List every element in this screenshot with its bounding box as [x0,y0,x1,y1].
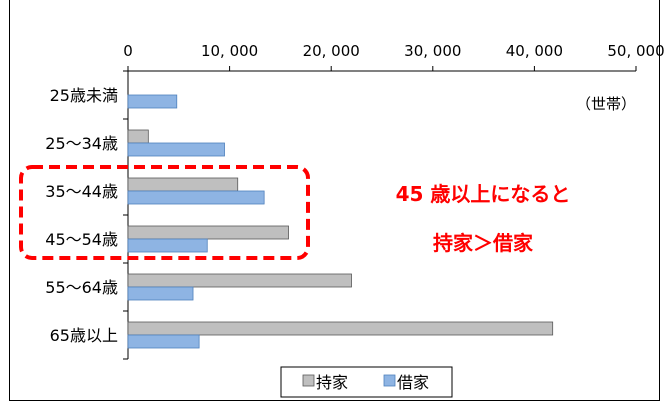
bar-rented [127,238,208,253]
x-tick-label: 10, 000 [201,42,258,60]
x-tick-label: 0 [123,42,133,60]
axes [123,70,636,360]
legend: 持家 借家 [280,366,453,398]
bar-owned [127,321,554,336]
category-label: 55～64歳 [45,278,118,297]
legend-swatch-rented [383,374,396,387]
category-labels: 25歳未満 25～34歳 35～44歳 45～54歳 55～64歳 65歳以上 [45,86,118,345]
category-label: 65歳以上 [50,326,118,345]
bar-owned [127,225,289,240]
annotation-line-1: 45 歳以上になると [396,182,571,206]
bar-rented [127,286,194,301]
x-tick-label: 40, 000 [506,42,563,60]
x-tick-label: 50, 000 [607,42,664,60]
annotation-line-2: 持家＞借家 [433,231,534,255]
legend-label-rented: 借家 [397,373,429,392]
bar-rented [127,142,225,157]
unit-label: （世帯） [576,95,636,113]
x-tick-label: 30, 000 [404,42,461,60]
category-label: 45～54歳 [45,230,118,249]
bars [127,94,554,349]
x-tick-labels: 0 10, 000 20, 000 30, 000 40, 000 50, 000 [123,42,664,71]
bar-owned [127,273,352,288]
category-label: 25～34歳 [45,134,118,153]
bar-rented [127,190,265,205]
legend-label-owned: 持家 [316,373,348,392]
bar-owned [127,177,239,192]
bar-owned [127,129,149,144]
bar-rented [127,94,178,109]
category-label: 25歳未満 [50,86,118,105]
category-label: 35～44歳 [45,182,118,201]
x-tick-label: 20, 000 [303,42,360,60]
legend-swatch-owned [302,374,315,387]
chart-frame [9,0,660,401]
bar-rented [127,334,200,349]
highlight-box [19,165,310,260]
